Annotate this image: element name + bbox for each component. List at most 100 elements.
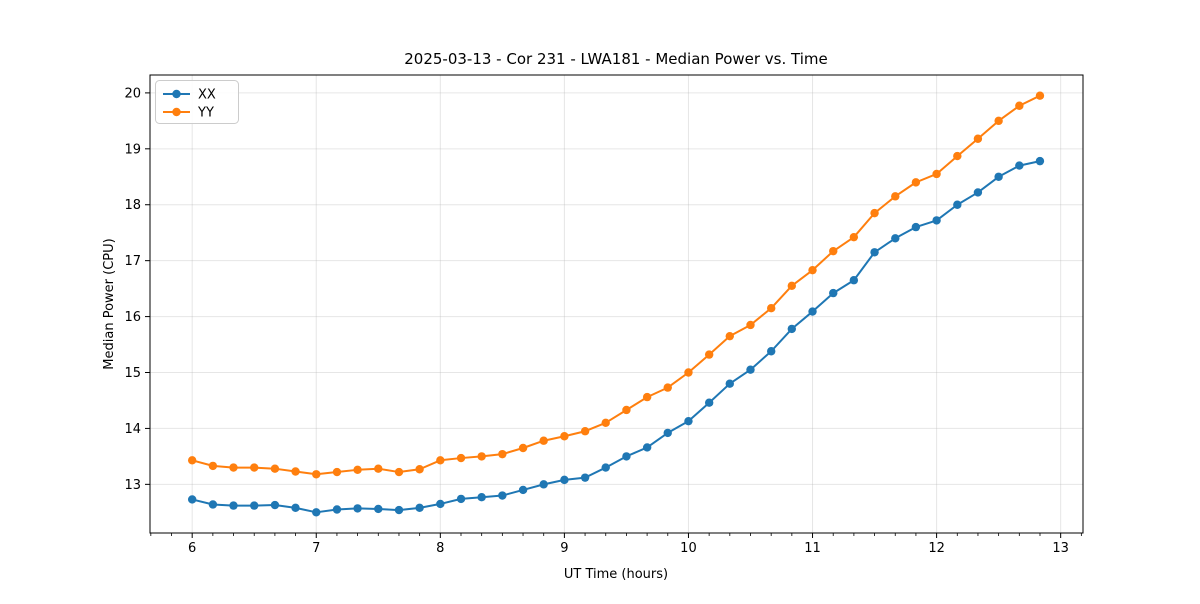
data-point-xx [250,501,259,510]
data-point-xx [229,501,238,510]
data-point-xx [870,248,879,257]
data-point-xx [787,324,797,334]
data-point-yy [250,463,259,472]
data-point-xx [849,276,859,285]
data-point-yy [849,232,859,242]
data-point-xx [353,504,362,513]
data-point-yy [270,464,280,473]
data-point-yy [312,470,321,479]
data-point-yy [891,192,900,201]
data-point-yy [953,151,962,161]
data-point-xx [953,200,962,209]
data-point-xx [911,222,921,232]
data-point-xx [291,503,300,513]
data-point-xx [932,216,941,225]
data-point-yy [911,178,921,187]
data-point-yy [291,467,300,476]
data-point-yy [539,436,548,445]
x-tick-label: 9 [560,541,568,556]
data-point-yy [229,463,238,472]
data-point-xx [332,505,342,514]
data-point-xx [601,463,610,472]
data-point-yy [436,456,445,465]
data-point-yy [332,467,342,477]
x-tick-label: 10 [680,541,697,556]
data-point-xx [580,473,590,482]
x-tick-label: 13 [1052,541,1069,556]
series-group [187,91,1045,517]
data-point-xx [477,493,486,502]
axes-ticks: 6 7 8 9 10 11 12 13 13 14 15 16 17 18 19 20 [124,86,1082,556]
legend: XX YY [155,80,239,124]
data-point-xx [725,379,734,388]
y-tick-label: 16 [124,310,141,325]
series-line-xx [191,160,1041,514]
data-point-xx [498,491,507,500]
x-tick-label: 8 [436,541,444,556]
data-point-xx [746,365,755,374]
legend-box [155,80,239,124]
data-point-yy [208,461,218,471]
data-point-xx [704,398,714,407]
legend-entry-yy: YY [163,106,214,121]
data-point-yy [829,246,838,256]
x-axis-label: UT Time (hours) [564,567,668,582]
data-point-yy [870,208,879,218]
data-point-yy [374,464,383,473]
data-point-yy [808,265,817,275]
x-tick-label: 6 [188,541,196,556]
y-tick-label: 18 [124,198,141,213]
data-point-yy [394,467,404,477]
data-point-yy [767,303,776,313]
data-point-yy [746,320,755,330]
data-point-xx [560,475,569,485]
legend-marker-icon [172,107,181,117]
data-point-xx [208,500,218,509]
data-point-xx [684,416,693,426]
data-point-yy [353,465,362,475]
data-point-yy [787,281,797,291]
gridlines [150,75,1083,533]
y-axis-label: Median Power (CPU) [102,238,117,369]
y-tick-label: 15 [124,366,141,381]
x-tick-label: 7 [312,541,320,556]
x-tick-label: 12 [928,541,945,556]
data-point-xx [994,172,1003,181]
data-point-yy [1035,91,1045,100]
legend-marker-icon [172,89,181,99]
data-point-yy [704,350,714,359]
data-point-xx [436,499,445,509]
y-tick-label: 19 [124,142,141,157]
data-point-yy [642,392,652,402]
data-point-yy [580,427,590,436]
data-point-yy [973,134,983,143]
data-point-yy [663,383,672,392]
data-point-yy [187,456,197,465]
data-point-xx [415,503,424,513]
legend-entry-xx: XX [163,88,216,103]
data-point-yy [684,368,693,377]
data-point-yy [560,432,569,441]
y-tick-label: 14 [124,422,141,437]
data-point-xx [312,508,321,517]
legend-label-yy: YY [197,106,214,121]
y-tick-label: 13 [124,478,141,493]
data-point-yy [622,405,631,415]
data-point-xx [891,234,900,243]
data-point-yy [725,331,734,341]
data-point-yy [601,418,610,428]
data-point-xx [973,188,983,197]
data-point-yy [498,449,507,459]
plot-area [149,74,1084,534]
data-point-xx [642,443,652,452]
data-point-xx [518,485,528,495]
data-point-xx [622,452,631,461]
y-tick-label: 17 [124,254,141,269]
data-point-xx [539,480,548,489]
data-point-xx [374,504,383,514]
chart-title: 2025-03-13 - Cor 231 - LWA181 - Median P… [404,50,828,68]
y-tick-label: 20 [124,86,141,101]
data-point-xx [456,494,466,504]
